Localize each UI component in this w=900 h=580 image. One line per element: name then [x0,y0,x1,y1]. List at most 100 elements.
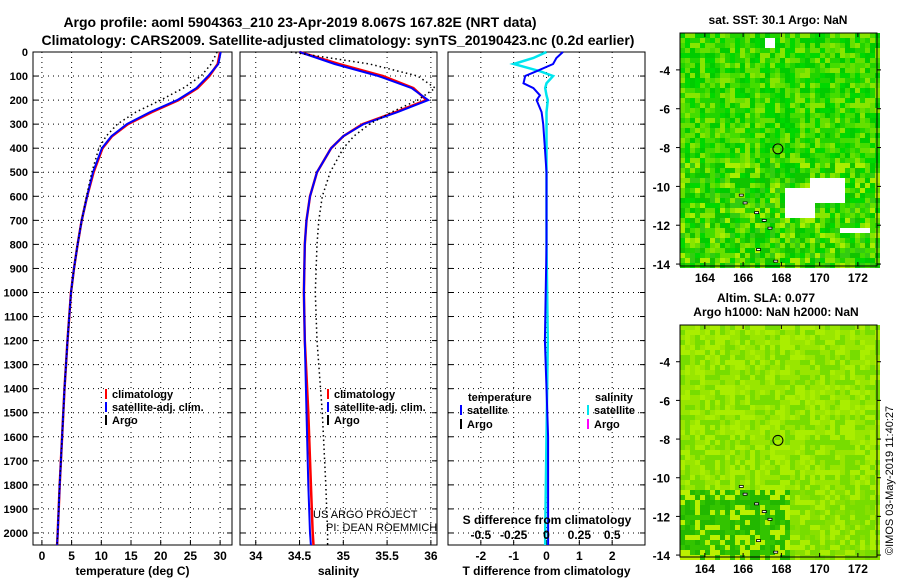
map-cell [775,63,780,68]
map-cell [690,550,695,555]
map-cell [710,188,715,193]
map-cell [770,248,775,253]
map-cell [820,228,825,233]
map-cell [850,128,855,133]
map-cell [735,228,740,233]
map-cell [705,153,710,158]
map-cell [800,375,805,380]
map-cell [870,485,875,490]
map-cell [855,53,860,58]
map-cell [850,58,855,63]
map-cell [835,193,840,198]
map-cell [850,48,855,53]
map-cell [860,335,865,340]
map-cell [765,68,770,73]
map-cell [740,450,745,455]
legend-label: satellite-adj. clim. [334,402,426,414]
map-cell [715,48,720,53]
map-cell [870,48,875,53]
map-cell [705,243,710,248]
map-cell [765,515,770,520]
map-cell [755,258,760,263]
map-cell [835,445,840,450]
map-cell [780,83,785,88]
map-cell [750,198,755,203]
map-cell [810,440,815,445]
map-cell [805,173,810,178]
map-cell [740,550,745,555]
map-cell [685,365,690,370]
map-cell [765,435,770,440]
map-cell [790,395,795,400]
map-cell [685,545,690,550]
map-cell [770,460,775,465]
map-cell [860,550,865,555]
map-cell [840,143,845,148]
map-cell [815,243,820,248]
map-cell [815,530,820,535]
map-cell [730,118,735,123]
map-cell [770,143,775,148]
map-cell [820,405,825,410]
map-cell [740,73,745,78]
map-cell [760,470,765,475]
map-cell [755,435,760,440]
map-cell [680,430,685,435]
map-cell [820,475,825,480]
map-cell [695,113,700,118]
map-cell [680,93,685,98]
map-cell [860,43,865,48]
map-cell [745,88,750,93]
map-cell [750,500,755,505]
map-cell [720,525,725,530]
map-cell [840,550,845,555]
map-cell [750,345,755,350]
map-cell [710,510,715,515]
map-cell [845,355,850,360]
map-cell [805,243,810,248]
map-cell [835,350,840,355]
map-cell [690,198,695,203]
map-cell [850,83,855,88]
map-cell [780,158,785,163]
map-cell [725,113,730,118]
map-cell [815,335,820,340]
map-cell [795,138,800,143]
map-cell [790,203,795,208]
map-cell [860,33,865,38]
map-cell [860,390,865,395]
map-cell [775,500,780,505]
map-cell [825,48,830,53]
map-cell [710,88,715,93]
map-cell [805,335,810,340]
map-cell [855,178,860,183]
map-cell [700,525,705,530]
map-cell [815,365,820,370]
map-cell [760,48,765,53]
map-cell [745,410,750,415]
map-cell [780,325,785,330]
map-cell [725,395,730,400]
map-cell [845,425,850,430]
map-cell [685,375,690,380]
map-cell [750,330,755,335]
map-cell [865,530,870,535]
map-cell [850,108,855,113]
map-cell [870,213,875,218]
map-cell [815,133,820,138]
map-cell [855,410,860,415]
map-cell [765,525,770,530]
island-outline [767,226,773,230]
map-cell [715,510,720,515]
map-cell [810,223,815,228]
map-cell [700,73,705,78]
map-cell [730,148,735,153]
map-cell [775,188,780,193]
map-cell [795,53,800,58]
map-cell [750,138,755,143]
map-cell [775,350,780,355]
map-cell [750,38,755,43]
map-cell [785,520,790,525]
map-cell [680,540,685,545]
map-cell [840,325,845,330]
